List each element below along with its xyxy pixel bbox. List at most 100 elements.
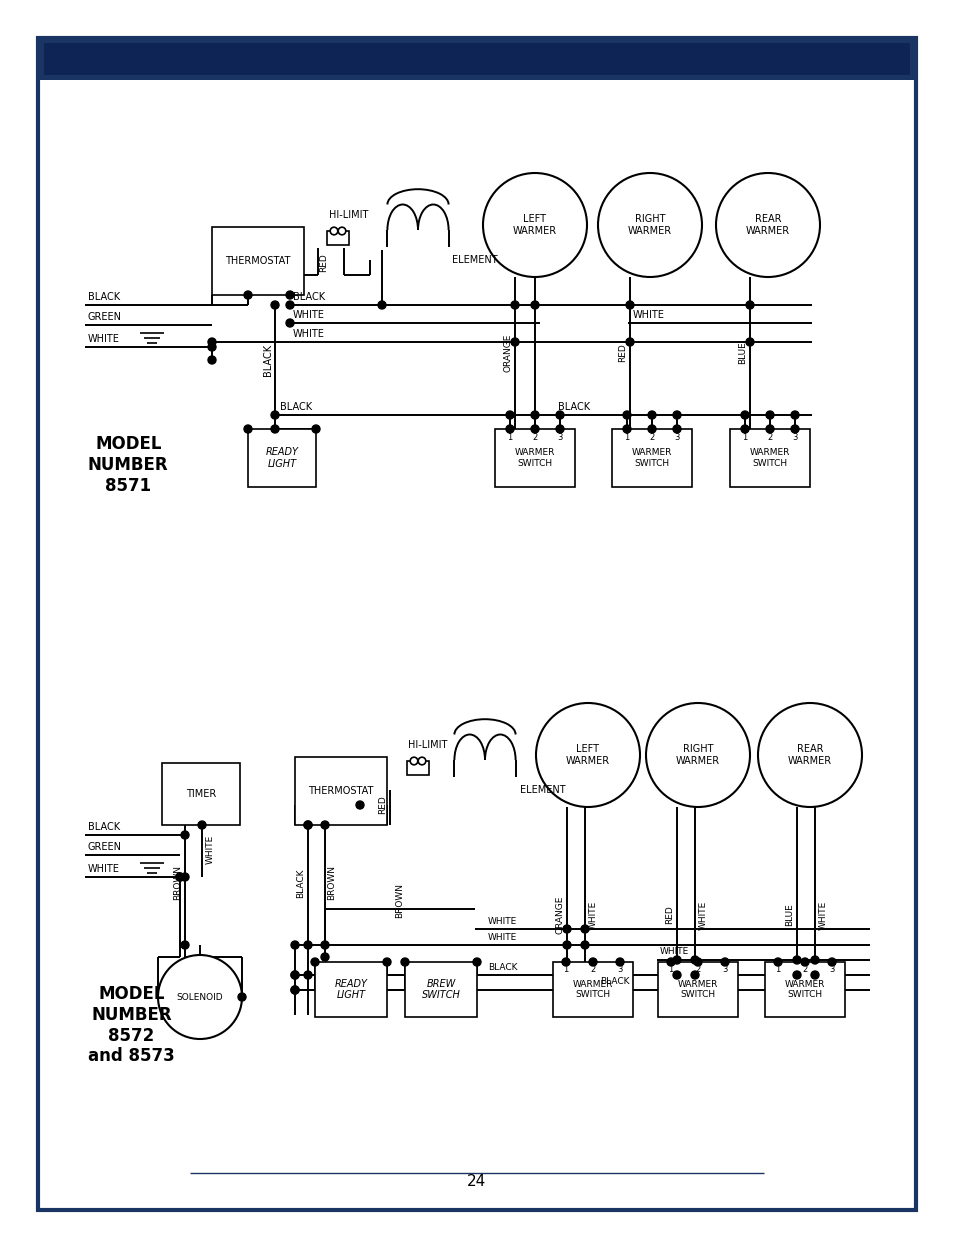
Circle shape: [181, 941, 189, 948]
Text: BLACK: BLACK: [599, 977, 629, 987]
Circle shape: [765, 411, 773, 419]
Circle shape: [556, 411, 563, 419]
Text: WARMER
SWITCH: WARMER SWITCH: [515, 448, 555, 468]
Text: 2: 2: [695, 966, 700, 974]
Circle shape: [304, 941, 312, 948]
Text: 3: 3: [828, 966, 834, 974]
Circle shape: [473, 958, 480, 966]
Text: THERMOSTAT: THERMOSTAT: [308, 785, 374, 797]
Circle shape: [810, 956, 818, 965]
Text: RIGHT
WARMER: RIGHT WARMER: [627, 214, 671, 236]
Circle shape: [505, 411, 514, 419]
Circle shape: [355, 802, 364, 809]
Circle shape: [511, 338, 518, 346]
Circle shape: [320, 953, 329, 961]
Circle shape: [765, 425, 773, 433]
Text: WARMER
SWITCH: WARMER SWITCH: [677, 979, 718, 999]
Circle shape: [208, 343, 215, 351]
Text: LEFT
WARMER: LEFT WARMER: [565, 745, 609, 766]
Circle shape: [291, 971, 298, 979]
Text: ORANGE: ORANGE: [503, 333, 512, 372]
Text: BLACK: BLACK: [488, 962, 517, 972]
Circle shape: [338, 227, 345, 235]
Circle shape: [377, 301, 386, 309]
Circle shape: [175, 873, 184, 881]
Text: GREEN: GREEN: [88, 312, 122, 322]
Bar: [212, 227, 304, 295]
Circle shape: [286, 301, 294, 309]
Text: WHITE: WHITE: [818, 900, 826, 930]
Text: 1: 1: [507, 432, 512, 441]
Text: WHITE: WHITE: [588, 900, 597, 930]
Text: RIGHT
WARMER: RIGHT WARMER: [676, 745, 720, 766]
Text: 3: 3: [721, 966, 727, 974]
Circle shape: [801, 958, 808, 966]
Text: 2: 2: [649, 432, 654, 441]
Circle shape: [666, 958, 675, 966]
Circle shape: [827, 958, 835, 966]
Text: 3: 3: [617, 966, 622, 974]
Text: WARMER
SWITCH: WARMER SWITCH: [784, 979, 824, 999]
Text: WARMER
SWITCH: WARMER SWITCH: [572, 979, 613, 999]
Circle shape: [531, 411, 538, 419]
Circle shape: [291, 986, 298, 994]
Bar: [553, 962, 633, 1016]
Text: LEFT
WARMER: LEFT WARMER: [513, 214, 557, 236]
Text: WHITE: WHITE: [293, 329, 325, 338]
Bar: [612, 429, 691, 487]
Circle shape: [311, 958, 318, 966]
Text: MODEL
NUMBER
8571: MODEL NUMBER 8571: [88, 435, 169, 494]
Text: RED: RED: [378, 795, 387, 814]
Circle shape: [382, 958, 391, 966]
Text: 1: 1: [668, 966, 673, 974]
Circle shape: [672, 956, 680, 965]
Circle shape: [645, 703, 749, 806]
Text: RED: RED: [319, 253, 328, 273]
Circle shape: [531, 301, 538, 309]
Circle shape: [716, 173, 820, 277]
Circle shape: [580, 941, 588, 948]
Circle shape: [622, 425, 630, 433]
Circle shape: [745, 301, 753, 309]
Circle shape: [482, 173, 586, 277]
Text: BLACK: BLACK: [88, 823, 120, 832]
Circle shape: [158, 955, 242, 1039]
Bar: [407, 761, 429, 776]
Text: BROWN: BROWN: [173, 866, 182, 900]
Circle shape: [417, 757, 425, 764]
Bar: [38, 38, 915, 80]
Circle shape: [330, 227, 337, 235]
Circle shape: [271, 411, 278, 419]
Circle shape: [562, 925, 571, 932]
Text: BLUE: BLUE: [738, 342, 747, 364]
Circle shape: [693, 958, 701, 966]
Circle shape: [175, 873, 184, 881]
Circle shape: [198, 821, 206, 829]
Text: WARMER
SWITCH: WARMER SWITCH: [749, 448, 789, 468]
Text: ELEMENT: ELEMENT: [452, 254, 497, 266]
Circle shape: [320, 941, 329, 948]
Text: BLUE: BLUE: [784, 904, 794, 926]
Text: WHITE: WHITE: [293, 310, 325, 320]
Text: WHITE: WHITE: [88, 333, 120, 345]
Circle shape: [647, 425, 656, 433]
Circle shape: [792, 956, 801, 965]
Text: BLACK: BLACK: [558, 403, 590, 412]
Text: ELEMENT: ELEMENT: [519, 785, 565, 795]
Circle shape: [286, 319, 294, 327]
Bar: [327, 231, 349, 245]
Text: 2: 2: [590, 966, 595, 974]
Bar: [294, 757, 387, 825]
Circle shape: [291, 971, 298, 979]
Circle shape: [790, 411, 799, 419]
Circle shape: [672, 411, 680, 419]
Text: BROWN: BROWN: [327, 866, 336, 900]
Bar: [248, 429, 315, 487]
Circle shape: [237, 993, 246, 1002]
Text: 24: 24: [467, 1174, 486, 1189]
Bar: [314, 962, 387, 1016]
Circle shape: [244, 425, 252, 433]
Text: RED: RED: [618, 343, 627, 362]
Circle shape: [312, 425, 319, 433]
Text: 1: 1: [623, 432, 629, 441]
